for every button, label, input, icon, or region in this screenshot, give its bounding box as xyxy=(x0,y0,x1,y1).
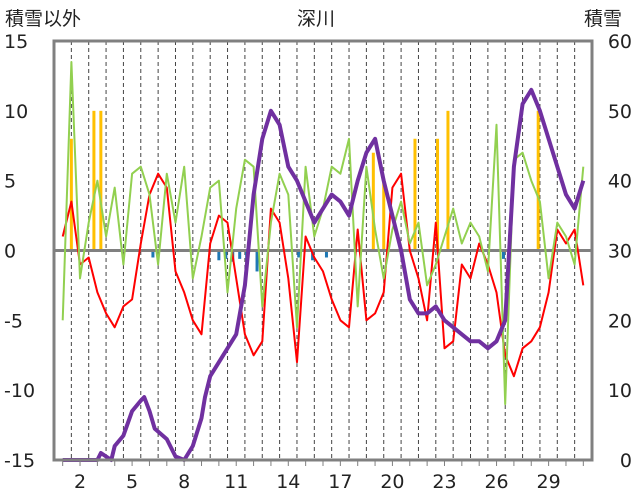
x-tick-label: 26 xyxy=(484,471,508,493)
series-line xyxy=(62,87,586,462)
x-tick-label: 14 xyxy=(276,471,300,493)
left-axis-label: 積雪以外 xyxy=(5,8,81,30)
x-tick-label: 2 xyxy=(74,471,86,493)
x-tick-label: 29 xyxy=(537,471,561,493)
bar xyxy=(238,250,242,259)
bar xyxy=(151,250,155,258)
y-right-tick-label: 0 xyxy=(620,450,632,472)
y-right-tick-label: 20 xyxy=(608,310,632,332)
bar xyxy=(224,250,228,259)
y-right-tick-label: 30 xyxy=(608,241,632,263)
bar xyxy=(255,250,259,272)
x-tick-label: 20 xyxy=(380,471,404,493)
y-left-tick-label: -5 xyxy=(4,310,23,332)
bar xyxy=(371,152,375,251)
bar xyxy=(436,138,440,251)
bar xyxy=(92,110,96,251)
x-tick-labels: 2 5 8 11 14 17 20 23 26 29 xyxy=(74,471,561,493)
y-left-tick-label: -10 xyxy=(4,380,35,402)
y-right-tick-label: 50 xyxy=(608,101,632,123)
y-right-tick-label: 60 xyxy=(608,31,632,53)
y-right-tick-label: 10 xyxy=(608,380,632,402)
bar xyxy=(501,250,505,259)
bar xyxy=(382,180,386,251)
bar xyxy=(446,110,450,251)
y-left-tick-label: 0 xyxy=(4,241,16,263)
y-right-tick-label: 40 xyxy=(608,171,632,193)
x-tick-label: 8 xyxy=(178,471,190,493)
x-tick-label: 11 xyxy=(224,471,248,493)
bar xyxy=(69,138,73,251)
x-tick-label: 17 xyxy=(328,471,352,493)
chart-title: 深川 xyxy=(297,8,335,30)
y-left-tick-label: 10 xyxy=(4,101,28,123)
y-left-tick-labels: 15 10 5 0 -5 -10 -15 xyxy=(4,31,35,472)
bar xyxy=(217,250,221,261)
x-tick-label: 23 xyxy=(432,471,456,493)
bar xyxy=(99,110,103,251)
right-axis-label: 積雪 xyxy=(584,8,622,30)
bar xyxy=(297,250,301,258)
y-right-tick-labels: 60 50 40 30 20 10 0 xyxy=(608,31,632,472)
y-left-tick-label: 5 xyxy=(4,171,16,193)
x-minor-ticks xyxy=(62,460,584,466)
line-series xyxy=(61,61,586,462)
bar xyxy=(536,110,540,251)
bar xyxy=(413,138,417,251)
bar-series xyxy=(69,110,540,272)
y-left-tick-label: -15 xyxy=(4,450,35,472)
y-left-tick-label: 15 xyxy=(4,31,28,53)
x-tick-label: 5 xyxy=(126,471,138,493)
bar xyxy=(324,250,328,258)
